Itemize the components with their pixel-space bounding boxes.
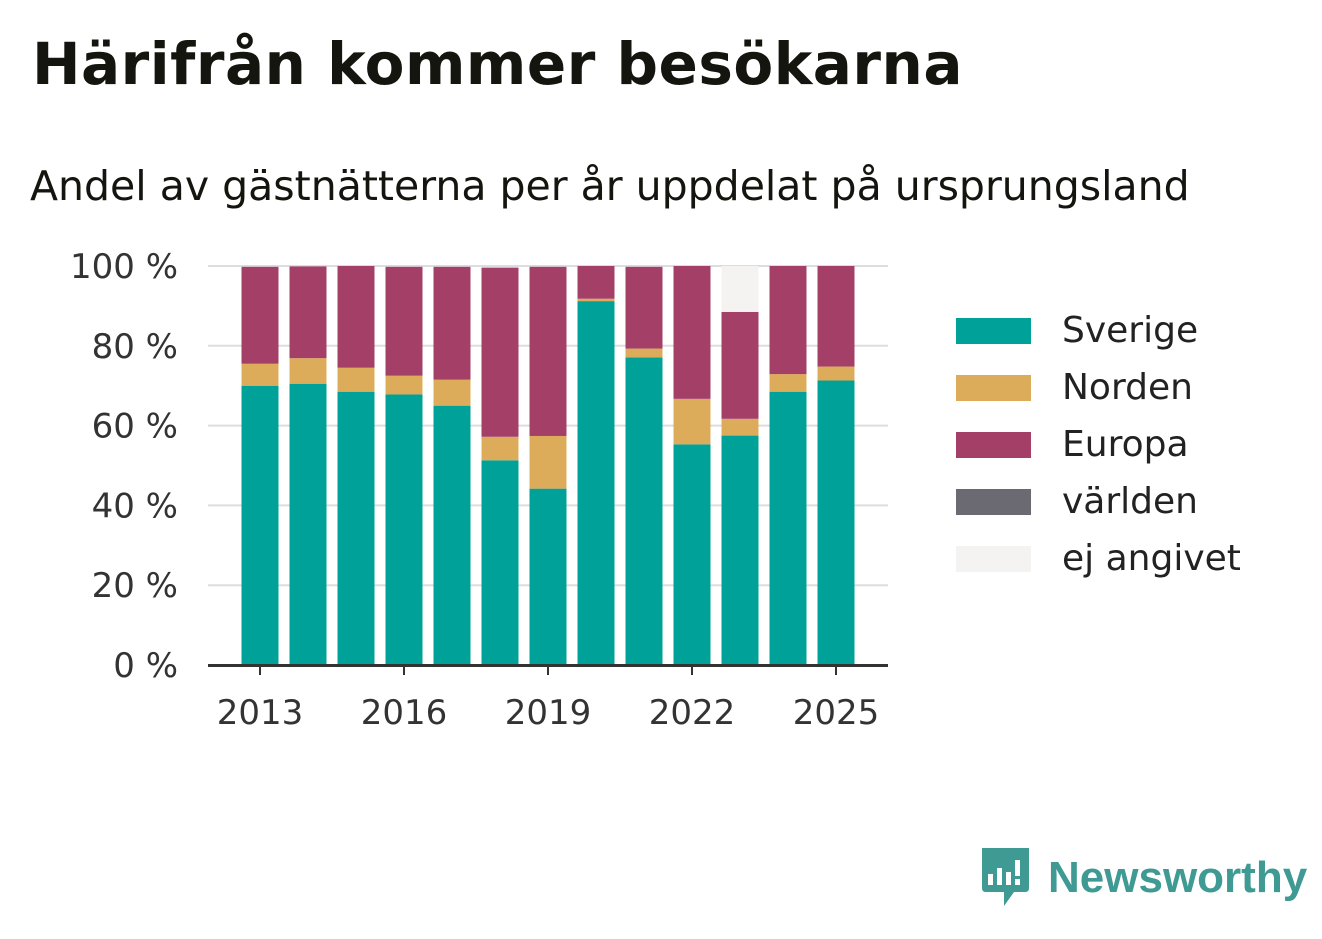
bar-segment-Europa-2013 <box>241 266 279 364</box>
y-tick-label: 60 % <box>92 407 178 447</box>
bar-segment-Norden-2015 <box>337 367 375 392</box>
bar-segment-Sverige-2014 <box>289 383 327 665</box>
bar-segment-Europa-2015 <box>337 266 375 368</box>
bar-segment-Sverige-2024 <box>769 391 807 665</box>
legend-item: Europa <box>956 416 1241 473</box>
legend-label: Europa <box>1062 424 1189 465</box>
bar-segment-Sverige-2025 <box>817 380 855 665</box>
legend-label: världen <box>1062 481 1198 522</box>
bar-segment-Norden-2024 <box>769 374 807 392</box>
y-tick-label: 80 % <box>92 327 178 367</box>
bar-segment-Europa-2020 <box>577 266 615 299</box>
legend-item: ej angivet <box>956 530 1241 587</box>
brand-logo: Newsworthy <box>982 848 1307 908</box>
y-tick-label: 100 % <box>70 247 178 287</box>
bar-segment-Norden-2021 <box>625 348 663 358</box>
bar-segment-Sverige-2019 <box>529 488 567 665</box>
legend-swatch <box>956 545 1031 572</box>
bar-segment-Europa-2021 <box>625 266 663 349</box>
legend-swatch <box>956 374 1031 401</box>
bar-segment-Norden-2013 <box>241 363 279 386</box>
legend-label: ej angivet <box>1062 538 1241 579</box>
bar-segment-Europa-2016 <box>385 266 423 376</box>
bar-segment-Europa-2023 <box>721 311 759 419</box>
bar-segment-Sverige-2018 <box>481 460 519 665</box>
bar-segment-Norden-2025 <box>817 366 855 381</box>
legend-label: Norden <box>1062 367 1193 408</box>
bar-segment-Europa-2022 <box>673 266 711 399</box>
y-tick-label: 20 % <box>92 566 178 606</box>
chart-title: Härifrån kommer besökarna <box>32 30 963 98</box>
bar-segment-Norden-2023 <box>721 418 759 436</box>
bar-segment-Europa-2017 <box>433 266 471 380</box>
chart-subtitle: Andel av gästnätterna per år uppdelat på… <box>30 162 1190 210</box>
bar-segment-Norden-2020 <box>577 298 615 302</box>
x-tick-label: 2022 <box>649 693 736 733</box>
bar-segment-Norden-2019 <box>529 435 567 489</box>
x-tick-label: 2019 <box>505 693 592 733</box>
legend-swatch <box>956 431 1031 458</box>
bar-segment-Europa-2014 <box>289 266 327 359</box>
legend-item: Norden <box>956 359 1241 416</box>
newsworthy-logo-icon <box>982 848 1029 906</box>
bar-segment-Europa-2024 <box>769 266 807 375</box>
y-tick-label: 40 % <box>92 486 178 526</box>
legend-swatch <box>956 317 1031 344</box>
bar-segment-Europa-2025 <box>817 266 855 367</box>
bar-segment-Sverige-2023 <box>721 435 759 665</box>
bar-segment-Sverige-2015 <box>337 391 375 665</box>
bar-segment-Sverige-2021 <box>625 357 663 665</box>
y-tick-label: 0 % <box>113 646 178 686</box>
x-tick-label: 2013 <box>217 693 304 733</box>
legend-item: Sverige <box>956 302 1241 359</box>
bar-segment-Europa-2019 <box>529 266 567 436</box>
brand-name: Newsworthy <box>1048 853 1308 902</box>
legend-label: Sverige <box>1062 310 1199 351</box>
bar-segment-Norden-2017 <box>433 379 471 406</box>
bar-segment-Sverige-2013 <box>241 385 279 665</box>
bar-segment-Norden-2022 <box>673 398 711 445</box>
legend-item: världen <box>956 473 1241 530</box>
bar-segment-Sverige-2020 <box>577 301 615 665</box>
bar-segment-Norden-2016 <box>385 375 423 395</box>
bar-segment-ej-angivet-2023 <box>721 266 759 312</box>
bar-segment-Sverige-2017 <box>433 405 471 665</box>
bar-segment-Norden-2018 <box>481 436 519 461</box>
legend-swatch <box>956 488 1031 515</box>
bar-segment-Sverige-2016 <box>385 394 423 665</box>
x-tick-label: 2025 <box>793 693 880 733</box>
bar-segment-Norden-2014 <box>289 358 327 384</box>
bar-segment-Europa-2018 <box>481 267 519 437</box>
chart-legend: Sverige Norden Europa världen ej angivet <box>956 302 1241 587</box>
bar-segment-Sverige-2022 <box>673 444 711 665</box>
x-tick-label: 2016 <box>361 693 448 733</box>
